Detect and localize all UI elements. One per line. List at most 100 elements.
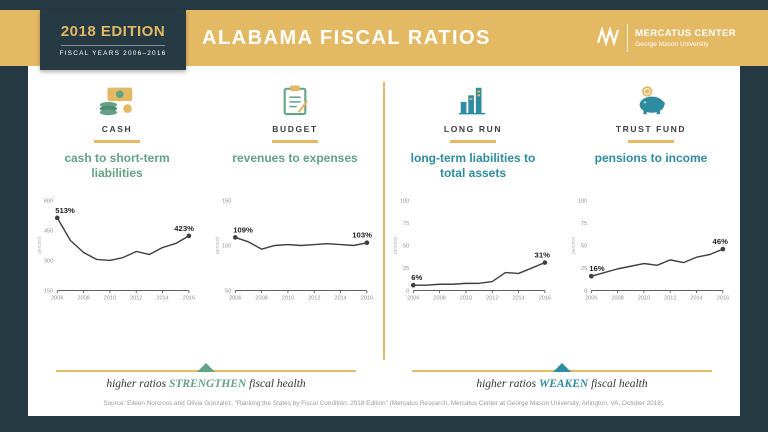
long-run-icon bbox=[457, 80, 489, 116]
mercatus-logo: MERCATUS CENTER George Mason University bbox=[596, 10, 736, 66]
svg-text:50: 50 bbox=[403, 244, 409, 250]
svg-text:25: 25 bbox=[403, 266, 409, 272]
footnote-post: fiscal health bbox=[246, 378, 306, 390]
footnote-keyword-strengthen: STRENGTHEN bbox=[168, 378, 247, 390]
svg-text:2010: 2010 bbox=[460, 296, 472, 302]
svg-text:300: 300 bbox=[44, 259, 53, 265]
svg-text:46%: 46% bbox=[713, 237, 729, 246]
svg-text:percent: percent bbox=[215, 236, 221, 253]
svg-text:25: 25 bbox=[581, 266, 587, 272]
svg-text:0: 0 bbox=[406, 289, 409, 295]
arrow-up-green-icon bbox=[197, 363, 215, 372]
edition-box: 2018 EDITION FISCAL YEARS 2006–2016 bbox=[40, 10, 186, 70]
footnote-rule-left bbox=[56, 363, 356, 372]
edition-title: 2018 EDITION bbox=[60, 23, 166, 40]
center-divider bbox=[383, 82, 385, 360]
fiscal-years-label: FISCAL YEARS 2006–2016 bbox=[59, 50, 167, 57]
footnote-text-strengthen: higher ratios STRENGTHEN fiscal health bbox=[50, 378, 362, 390]
gold-rule bbox=[94, 140, 140, 143]
svg-text:2008: 2008 bbox=[611, 296, 623, 302]
category-label-cash: CASH bbox=[101, 124, 133, 134]
mercatus-logo-icon bbox=[596, 24, 620, 53]
svg-text:50: 50 bbox=[581, 244, 587, 250]
footnote-keyword-weaken: WEAKEN bbox=[538, 378, 589, 390]
panel-budget: BUDGET revenues to expenses 50 100 150 perc… bbox=[206, 66, 384, 356]
ratio-subtitle-trust-fund: pensions to income bbox=[594, 151, 708, 165]
panel-cash: CASH cash to short-term liabilities 150 3… bbox=[28, 66, 206, 356]
svg-text:2014: 2014 bbox=[512, 296, 524, 302]
arrow-up-teal-icon bbox=[553, 363, 571, 372]
ratio-subtitle-budget: revenues to expenses bbox=[232, 151, 358, 165]
svg-text:0: 0 bbox=[584, 289, 587, 295]
svg-text:2008: 2008 bbox=[433, 296, 445, 302]
footnote-pre: higher ratios bbox=[106, 378, 169, 390]
svg-text:2010: 2010 bbox=[282, 296, 294, 302]
svg-text:2012: 2012 bbox=[308, 296, 320, 302]
svg-text:2014: 2014 bbox=[334, 296, 346, 302]
svg-text:2012: 2012 bbox=[486, 296, 498, 302]
page-title: ALABAMA FISCAL RATIOS bbox=[202, 26, 491, 49]
footnote-text-weaken: higher ratios WEAKEN fiscal health bbox=[406, 378, 718, 390]
chart-revenues-to-expenses: 50 100 150 percent 2006 2008 2010 2012 2014 2016 1… bbox=[213, 185, 377, 307]
svg-text:2008: 2008 bbox=[255, 296, 267, 302]
svg-text:2010: 2010 bbox=[104, 296, 116, 302]
panel-trust-fund: TRUST FUND pensions to income 0 25 50 75 100… bbox=[562, 66, 740, 356]
svg-text:2006: 2006 bbox=[51, 296, 63, 302]
svg-text:75: 75 bbox=[403, 221, 409, 227]
svg-text:2012: 2012 bbox=[664, 296, 676, 302]
footnote-post: fiscal health bbox=[588, 378, 648, 390]
logo-subname: George Mason University bbox=[635, 41, 709, 48]
svg-text:2006: 2006 bbox=[407, 296, 419, 302]
svg-text:109%: 109% bbox=[233, 225, 253, 234]
svg-text:75: 75 bbox=[581, 221, 587, 227]
gold-rule bbox=[272, 140, 318, 143]
svg-text:31%: 31% bbox=[535, 251, 551, 260]
svg-text:2006: 2006 bbox=[229, 296, 241, 302]
svg-text:2006: 2006 bbox=[585, 296, 597, 302]
svg-text:2016: 2016 bbox=[717, 296, 729, 302]
chart-cash-to-short-term-liabilities: 150 300 450 600 percent 2006 2008 2010 2012 2014 2… bbox=[35, 185, 199, 307]
svg-text:423%: 423% bbox=[174, 224, 194, 233]
footnote-pre: higher ratios bbox=[476, 378, 539, 390]
svg-text:100: 100 bbox=[222, 244, 231, 250]
logo-separator bbox=[627, 24, 629, 52]
svg-text:600: 600 bbox=[44, 198, 53, 204]
ratio-subtitle-long-run: long-term liabilities to total assets bbox=[410, 151, 536, 180]
category-label-budget: BUDGET bbox=[272, 124, 318, 134]
strengthen-half: CASH cash to short-term liabilities 150 3… bbox=[28, 66, 384, 356]
weaken-half: LONG RUN long-term liabilities to total … bbox=[384, 66, 740, 356]
gold-rule bbox=[450, 140, 496, 143]
svg-text:150: 150 bbox=[44, 289, 53, 295]
svg-text:percent: percent bbox=[571, 236, 577, 253]
svg-text:2012: 2012 bbox=[130, 296, 142, 302]
svg-text:6%: 6% bbox=[411, 273, 422, 282]
footnote-rule-right bbox=[412, 363, 712, 372]
footnotes-row: higher ratios STRENGTHEN fiscal health h… bbox=[28, 360, 740, 390]
content-card: CASH cash to short-term liabilities 150 3… bbox=[28, 66, 740, 416]
svg-text:450: 450 bbox=[44, 229, 53, 235]
svg-text:2010: 2010 bbox=[638, 296, 650, 302]
category-label-long-run: LONG RUN bbox=[443, 124, 503, 134]
chart-long-term-liabilities-to-total-assets: 0 25 50 75 100 percent 2006 2008 2010 2012 2014 201… bbox=[391, 185, 555, 307]
svg-text:100: 100 bbox=[400, 198, 409, 204]
svg-text:2014: 2014 bbox=[690, 296, 702, 302]
category-label-trust-fund: TRUST FUND bbox=[615, 124, 687, 134]
footnote-weaken: higher ratios WEAKEN fiscal health bbox=[384, 360, 740, 390]
svg-text:2016: 2016 bbox=[539, 296, 551, 302]
svg-text:percent: percent bbox=[37, 236, 43, 253]
svg-text:50: 50 bbox=[225, 289, 231, 295]
panel-long-run: LONG RUN long-term liabilities to total … bbox=[384, 66, 562, 356]
budget-icon bbox=[280, 80, 310, 116]
svg-text:2016: 2016 bbox=[361, 296, 373, 302]
svg-text:150: 150 bbox=[222, 198, 231, 204]
svg-text:percent: percent bbox=[393, 236, 399, 253]
svg-text:2014: 2014 bbox=[156, 296, 168, 302]
logo-name: MERCATUS CENTER bbox=[635, 28, 736, 39]
panels-area: CASH cash to short-term liabilities 150 3… bbox=[28, 66, 740, 360]
svg-text:2008: 2008 bbox=[77, 296, 89, 302]
footnote-strengthen: higher ratios STRENGTHEN fiscal health bbox=[28, 360, 384, 390]
trust-fund-icon bbox=[633, 80, 669, 116]
chart-pensions-to-income: 0 25 50 75 100 percent 2006 2008 2010 2012 2014 201… bbox=[569, 185, 733, 307]
edition-divider bbox=[61, 45, 165, 46]
svg-text:100: 100 bbox=[578, 198, 587, 204]
